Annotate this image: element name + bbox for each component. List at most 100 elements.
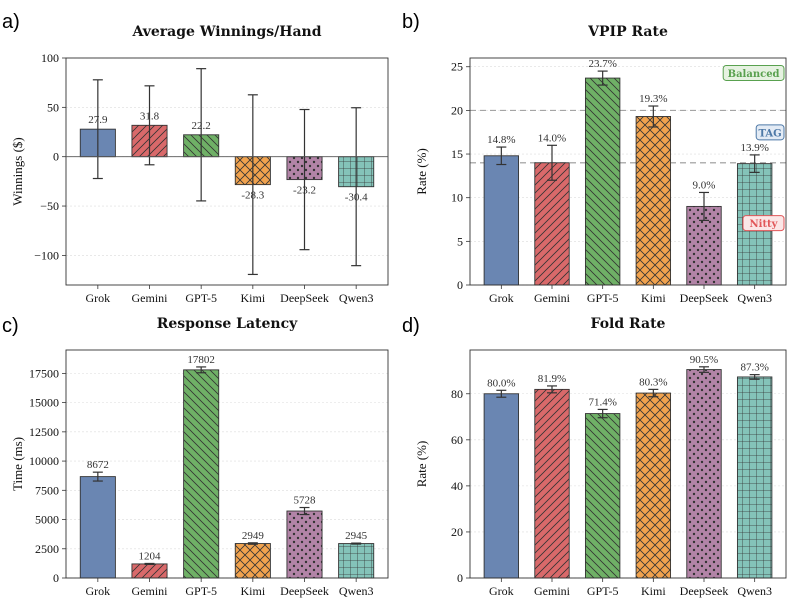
annotation-text: TAG bbox=[758, 128, 781, 139]
data-label: 5728 bbox=[294, 495, 317, 507]
x-tick-label: Grok bbox=[85, 291, 110, 305]
bar-hatch bbox=[235, 543, 271, 578]
y-tick-label: 0 bbox=[457, 571, 463, 585]
panel-d: d) Fold Rate Rate (%) 0 20 40 60 80 80.0% Grok 81.… bbox=[402, 315, 787, 598]
panel-label: b) bbox=[402, 11, 420, 33]
bar-hatch bbox=[636, 393, 671, 578]
x-tick-label: Kimi bbox=[641, 584, 666, 598]
bar-hatch bbox=[183, 369, 219, 578]
x-tick-label: DeepSeek bbox=[680, 584, 729, 598]
x-tick-label: Kimi bbox=[641, 291, 666, 305]
y-tick-label: 20 bbox=[451, 525, 463, 539]
chart-title: Average Winnings/Hand bbox=[131, 24, 321, 40]
bar-hatch bbox=[585, 78, 620, 285]
data-label: 31.8 bbox=[140, 110, 160, 122]
annotation-nitty: Nitty bbox=[742, 215, 785, 232]
y-tick-label: 0 bbox=[457, 278, 463, 292]
bar-hatch bbox=[585, 413, 620, 578]
data-label: 9.0% bbox=[693, 179, 716, 191]
bar-hatch bbox=[636, 116, 671, 285]
y-tick-label: 50 bbox=[47, 100, 59, 114]
y-axis-label: Rate (%) bbox=[414, 441, 429, 488]
y-tick-label: 15 bbox=[451, 147, 463, 161]
data-label: 87.3% bbox=[740, 362, 768, 374]
chart-title: VPIP Rate bbox=[587, 24, 668, 40]
annotation-box bbox=[742, 215, 785, 232]
y-tick-label: 25 bbox=[451, 60, 463, 74]
data-label: 13.9% bbox=[740, 142, 768, 154]
bar-grok bbox=[483, 393, 520, 579]
y-tick-label: 100 bbox=[41, 51, 59, 65]
annotation-text: Nitty bbox=[750, 219, 779, 230]
y-tick-label: 5 bbox=[457, 234, 463, 248]
x-tick-label: Gemini bbox=[132, 584, 169, 598]
panel-label: c) bbox=[2, 315, 19, 337]
y-tick-label: 20 bbox=[451, 103, 463, 117]
x-tick-label: Qwen3 bbox=[339, 291, 374, 305]
y-tick-label: 7500 bbox=[35, 483, 59, 497]
bar-hatch bbox=[131, 563, 168, 578]
data-label: 90.5% bbox=[690, 354, 718, 366]
data-label: -28.3 bbox=[241, 190, 264, 202]
data-label: 17802 bbox=[187, 354, 215, 366]
data-label: 27.9 bbox=[88, 114, 108, 126]
y-tick-label: 15000 bbox=[29, 396, 59, 410]
y-tick-label: 10 bbox=[451, 191, 463, 205]
bar-grok bbox=[79, 476, 116, 579]
annotation-box bbox=[755, 124, 785, 141]
annotation-box bbox=[722, 64, 785, 81]
y-tick-label: 0 bbox=[53, 150, 59, 164]
axes-frame bbox=[469, 57, 787, 286]
data-label: 1204 bbox=[139, 550, 162, 562]
bar-hatch bbox=[686, 369, 722, 578]
y-tick-label: 12500 bbox=[29, 425, 59, 439]
data-label: 8672 bbox=[87, 459, 109, 471]
data-label: 2945 bbox=[345, 530, 368, 542]
data-label: 14.8% bbox=[487, 134, 515, 146]
y-tick-label: 17500 bbox=[29, 366, 59, 380]
data-label: 14.0% bbox=[538, 132, 566, 144]
axes-frame bbox=[469, 349, 787, 579]
annotation-tag: TAG bbox=[755, 124, 785, 141]
chart-title: Response Latency bbox=[157, 316, 298, 332]
panel-label: a) bbox=[2, 11, 20, 33]
data-label: -23.2 bbox=[293, 185, 316, 197]
y-tick-label: 2500 bbox=[35, 542, 59, 556]
x-tick-label: GPT-5 bbox=[587, 584, 619, 598]
x-tick-label: GPT-5 bbox=[185, 291, 217, 305]
bar-hatch bbox=[534, 162, 570, 285]
bar-hatch bbox=[534, 389, 570, 578]
data-label: 71.4% bbox=[588, 396, 616, 408]
x-tick-label: Gemini bbox=[534, 291, 571, 305]
y-tick-label: 5000 bbox=[35, 513, 59, 527]
x-tick-label: Grok bbox=[85, 584, 110, 598]
bar-grok bbox=[483, 155, 520, 286]
panel-a: a) Average Winnings/Hand Winnings ($) −100 −… bbox=[2, 11, 389, 305]
y-tick-label: 40 bbox=[451, 479, 463, 493]
y-axis-label: Winnings ($) bbox=[10, 137, 25, 205]
y-tick-label: 0 bbox=[53, 571, 59, 585]
x-tick-label: Qwen3 bbox=[737, 291, 772, 305]
axes-frame bbox=[65, 349, 389, 579]
data-label: 2949 bbox=[242, 530, 265, 542]
x-tick-label: Qwen3 bbox=[339, 584, 374, 598]
y-axis-label: Time (ms) bbox=[10, 437, 25, 491]
panel-label: d) bbox=[402, 315, 420, 337]
x-tick-label: Kimi bbox=[240, 584, 265, 598]
annotation-balanced: Balanced bbox=[722, 64, 785, 81]
bar-hatch bbox=[338, 543, 374, 578]
x-tick-label: Kimi bbox=[240, 291, 265, 305]
bar-hatch bbox=[286, 511, 323, 578]
y-tick-label: 60 bbox=[451, 433, 463, 447]
x-tick-label: Grok bbox=[489, 291, 514, 305]
panel-c: c) Response Latency Time (ms) 0 2500 5000 7500… bbox=[2, 315, 389, 598]
chart-title: Fold Rate bbox=[591, 316, 666, 332]
axes-frame bbox=[65, 57, 389, 286]
data-label: 80.0% bbox=[487, 377, 515, 389]
y-tick-label: −50 bbox=[40, 199, 59, 213]
x-tick-label: Grok bbox=[489, 584, 514, 598]
bar-hatch bbox=[737, 376, 772, 578]
data-label: -30.4 bbox=[345, 192, 368, 204]
y-tick-label: −100 bbox=[34, 248, 59, 262]
